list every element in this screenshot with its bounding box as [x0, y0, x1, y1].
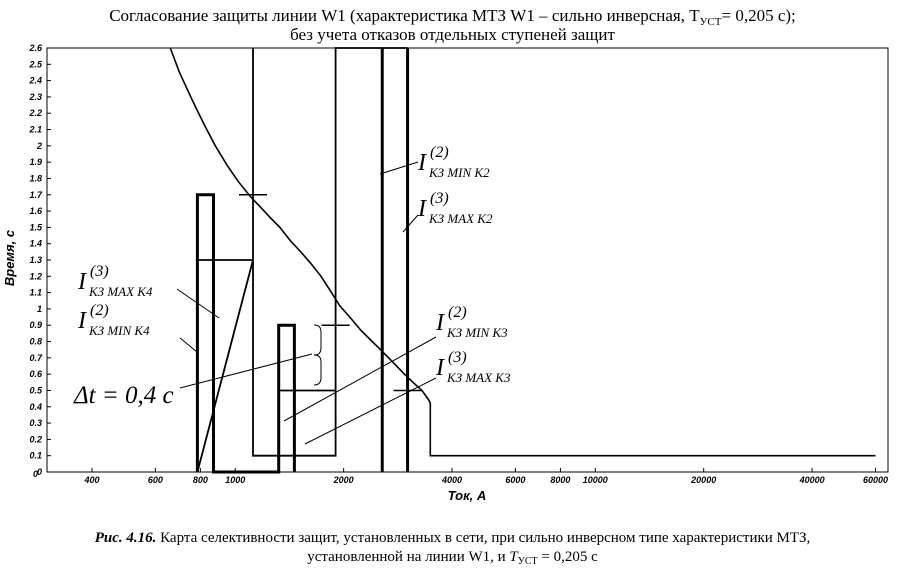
y-axis-label: Время, с — [2, 229, 17, 286]
title-subscript: УСТ — [699, 16, 722, 28]
y-tick-label: 1.4 — [29, 239, 42, 249]
label-sup: (3) — [448, 349, 467, 366]
delta-t-brace — [313, 324, 322, 386]
label-i: I — [435, 355, 445, 381]
y-tick-label: 0.1 — [29, 451, 42, 461]
leader-min-k3 — [283, 336, 437, 422]
y-tick-label: 0.5 — [29, 385, 43, 395]
x-tick-label: 8000 — [550, 475, 570, 485]
label-sub: КЗ MAX K4 — [88, 284, 153, 299]
label-sup: (2) — [90, 302, 109, 319]
leader-dt — [179, 353, 313, 389]
label-i: I — [77, 308, 87, 334]
series-thin-steps — [196, 47, 408, 473]
label-i: I — [77, 269, 87, 295]
series-thick-steps — [195, 193, 296, 474]
y-tick-label: 0.8 — [29, 337, 42, 347]
vertical-lines — [380, 48, 410, 472]
label-sup: (2) — [430, 144, 449, 161]
y-axis-ticks: 0 0.1 0.2 0.3 0.4 0.5 0.6 0.7 0.8 0.9 1 1.1 1.2 1.3 1.… — [28, 43, 51, 477]
y-tick-label: 0.3 — [29, 418, 42, 428]
y-tick-label: 2.6 — [28, 43, 43, 53]
selectivity-chart: 0 0.1 0.2 0.3 0.4 0.5 0.6 0.7 0.8 0.9 1 1.1 1.2 1.3 1.… — [2, 43, 889, 503]
x-tick-label: 400 — [83, 475, 99, 485]
label-i: I — [435, 310, 445, 336]
caption-subscript: УСТ — [517, 556, 538, 567]
y-tick-label: 2 — [36, 141, 42, 151]
y-tick-label: 0.6 — [29, 369, 43, 379]
y-tick-label: 0.4 — [29, 402, 42, 412]
leader-min-k4 — [179, 337, 198, 353]
caption-number: Рис. 4.16. — [94, 530, 157, 546]
label-ikz-min-k4: I (2) КЗ MIN K4 — [77, 302, 150, 338]
label-ikz-min-k2: I (2) КЗ MIN K2 — [417, 144, 490, 180]
figure-caption-line2: установленной на линии W1, и TУСТ = 0,20… — [0, 548, 905, 568]
delta-t-annotation: Δt = 0,4 с — [73, 382, 174, 409]
x-tick-label: 600 — [148, 475, 163, 485]
y-tick-label: 0.7 — [29, 353, 43, 363]
label-sup: (2) — [448, 304, 467, 321]
label-sup: (3) — [90, 263, 109, 280]
leader-max-k4 — [176, 288, 220, 319]
caption-text-end: = 0,205 с — [537, 549, 598, 565]
y-tick-label: 2.3 — [28, 92, 42, 102]
caption-text: установленной на линии W1, и — [307, 549, 510, 565]
x-tick-label-origin: 0 — [33, 469, 38, 479]
series-inverse-curve — [169, 47, 876, 457]
label-ikz-max-k2: I (3) КЗ MAX K2 — [417, 190, 493, 226]
leader-max-k2 — [402, 214, 419, 233]
label-sub: КЗ MAX K3 — [446, 370, 511, 385]
y-tick-label: 2.1 — [28, 125, 42, 135]
y-tick-label: 0.9 — [29, 320, 42, 330]
chart-title-line2: без учета отказов отдельных ступеней защ… — [290, 25, 615, 44]
figure-caption-line1: Рис. 4.16. Карта селективности защит, ус… — [0, 529, 905, 548]
label-sub: КЗ MAX K2 — [428, 211, 493, 226]
y-tick-label: 0 — [37, 467, 42, 477]
x-tick-label: 1000 — [225, 475, 245, 485]
y-tick-label: 1.5 — [29, 222, 43, 232]
y-tick-label: 0.2 — [29, 434, 42, 444]
y-tick-label: 1.9 — [29, 157, 42, 167]
x-tick-label: 60000 — [863, 475, 888, 485]
label-sub: КЗ MIN K3 — [446, 325, 508, 340]
label-sub: КЗ MIN K4 — [88, 323, 150, 338]
caption-t: T — [509, 549, 518, 565]
x-tick-label: 800 — [193, 475, 208, 485]
y-tick-label: 1 — [37, 304, 42, 314]
leader-min-k2 — [379, 161, 419, 175]
y-tick-label: 2.2 — [28, 108, 42, 118]
x-tick-label: 10000 — [583, 475, 608, 485]
y-tick-label: 2.5 — [28, 59, 43, 69]
label-sub: КЗ MIN K2 — [428, 165, 490, 180]
title-text-end: = 0,205 с); — [721, 6, 796, 25]
chart-series — [169, 47, 876, 474]
x-tick-label: 40000 — [799, 475, 825, 485]
x-tick-label: 2000 — [333, 475, 354, 485]
setting-markers — [238, 194, 422, 392]
x-axis-label: Ток, А — [448, 488, 487, 503]
x-tick-label: 4000 — [441, 475, 462, 485]
chart-title-line1: Согласование защиты линии W1 (характерис… — [0, 6, 905, 28]
leader-max-k3 — [304, 377, 437, 445]
y-tick-label: 2.4 — [28, 76, 42, 86]
label-ikz-min-k3: I (2) КЗ MIN K3 — [435, 304, 508, 340]
y-tick-label: 1.6 — [29, 206, 43, 216]
y-tick-label: 1.8 — [29, 173, 42, 183]
label-ikz-max-k3: I (3) КЗ MAX K3 — [435, 349, 511, 385]
label-ikz-max-k4: I (3) КЗ MAX K4 — [77, 263, 153, 299]
label-i: I — [417, 150, 427, 176]
label-i: I — [417, 196, 427, 222]
y-tick-label: 1.1 — [29, 288, 42, 298]
x-tick-label: 20000 — [690, 475, 716, 485]
y-tick-label: 1.7 — [29, 190, 43, 200]
y-tick-label: 1.3 — [29, 255, 42, 265]
caption-text: Карта селективности защит, установленных… — [156, 530, 811, 546]
label-sup: (3) — [430, 190, 449, 207]
x-tick-label: 6000 — [505, 475, 525, 485]
title-text: Согласование защиты линии W1 (характерис… — [109, 6, 700, 25]
x-axis-ticks: 400 600 800 1000 2000 4000 6000 8000 10000 20000 4… — [33, 468, 888, 485]
y-tick-label: 1.2 — [29, 271, 42, 281]
